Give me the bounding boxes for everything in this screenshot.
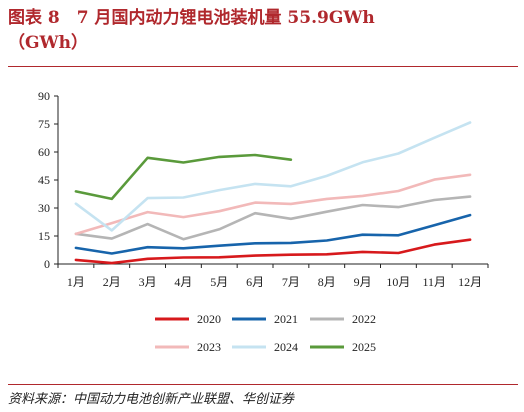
title-line-2: （GWh） bbox=[8, 33, 88, 53]
x-tick-label: 2月 bbox=[103, 275, 121, 289]
x-tick-label: 8月 bbox=[318, 275, 336, 289]
line-chart: 0 15 30 45 60 75 90 1月 2月 3月 4月 5月 6月 7月 8月 9月 10月 11月 12月… bbox=[38, 89, 489, 354]
legend-label-2024: 2024 bbox=[274, 340, 298, 354]
x-tick-label: 4月 bbox=[174, 275, 192, 289]
x-tick-label: 1月 bbox=[67, 275, 85, 289]
x-tick-label: 6月 bbox=[246, 275, 264, 289]
series-line-2024 bbox=[74, 121, 472, 232]
chart-title: 图表 8 7 月国内动力锂电池装机量 55.9GWh （GWh） bbox=[8, 6, 516, 56]
footer-divider bbox=[8, 384, 518, 385]
y-tick-label: 60 bbox=[38, 145, 50, 159]
y-tick-label: 30 bbox=[38, 201, 50, 215]
x-tick-label: 9月 bbox=[354, 275, 372, 289]
y-tick-label: 75 bbox=[38, 117, 50, 131]
x-tick-label: 5月 bbox=[210, 275, 228, 289]
legend-label-2025: 2025 bbox=[352, 340, 376, 354]
series-line-2022 bbox=[74, 195, 472, 241]
series-line-2021 bbox=[74, 213, 472, 255]
legend-label-2022: 2022 bbox=[352, 312, 376, 326]
source-note: 资料来源：中国动力电池创新产业联盟、华创证券 bbox=[8, 392, 295, 407]
legend-label-2023: 2023 bbox=[197, 340, 221, 354]
y-tick-label: 15 bbox=[38, 229, 50, 243]
x-tick-label: 7月 bbox=[282, 275, 300, 289]
series-line-2023 bbox=[74, 173, 472, 236]
series-line-2025 bbox=[74, 153, 293, 201]
title-divider bbox=[8, 66, 518, 67]
legend-label-2020: 2020 bbox=[197, 312, 221, 326]
y-tick-label: 90 bbox=[38, 89, 50, 103]
series-line-2020 bbox=[74, 238, 472, 265]
title-line-1: 图表 8 7 月国内动力锂电池装机量 55.9GWh bbox=[8, 8, 375, 28]
x-tick-label: 12月 bbox=[458, 275, 482, 289]
y-tick-label: 45 bbox=[38, 173, 50, 187]
x-tick-label: 10月 bbox=[386, 275, 410, 289]
x-tick-label: 3月 bbox=[139, 275, 157, 289]
x-tick-label: 11月 bbox=[422, 275, 446, 289]
y-tick-label: 0 bbox=[44, 257, 50, 271]
legend-label-2021: 2021 bbox=[274, 312, 298, 326]
